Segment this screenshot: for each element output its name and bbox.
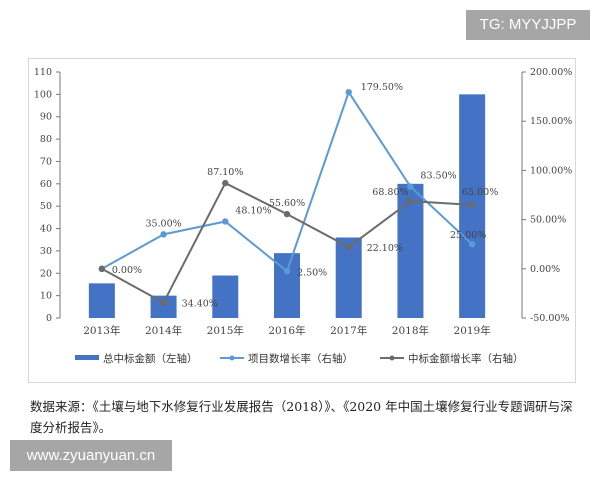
data-label: 25.00%	[450, 230, 486, 241]
line-point	[345, 88, 352, 96]
x-axis-tick-label: 2019年	[454, 324, 491, 337]
x-axis-tick-label: 2013年	[83, 324, 120, 337]
data-label: 22.10%	[367, 243, 403, 254]
left-axis-tick-label: 40	[40, 224, 52, 235]
legend-marker	[389, 355, 395, 361]
line-point	[160, 231, 167, 238]
bar-2017年	[335, 237, 362, 318]
left-axis-tick-label: 100	[34, 89, 52, 100]
data-label: 35.00%	[145, 218, 181, 229]
right-axis-tick-label: 50.00%	[530, 215, 566, 226]
x-axis-tick-label: 2016年	[268, 324, 305, 337]
right-axis-tick-label: 0.00%	[530, 264, 560, 275]
x-axis-tick-label: 2018年	[392, 324, 429, 337]
line-point	[283, 210, 291, 218]
data-label: 0.00%	[112, 265, 142, 276]
right-axis-tick-label: -50.00%	[530, 313, 569, 324]
line-point	[468, 201, 476, 209]
line-point	[222, 218, 229, 225]
left-axis-tick-label: 20	[40, 268, 52, 279]
left-axis-tick-label: 110	[34, 67, 52, 78]
data-label: 2.50%	[297, 267, 327, 278]
left-axis-tick-label: 70	[40, 156, 52, 167]
legend-swatch	[75, 355, 99, 360]
legend-label: 中标金额增长率（右轴）	[408, 352, 524, 365]
line-point	[407, 197, 414, 205]
source-note: 数据来源：《土壤与地下水修复行业发展报告（2018）》、《2020 年中国土壤修…	[30, 399, 573, 435]
legend-marker	[229, 355, 235, 361]
right-axis-tick-label: 200.00%	[530, 67, 572, 78]
right-axis-tick-label: 100.00%	[530, 165, 572, 176]
data-label: 83.50%	[420, 171, 456, 182]
line-point	[98, 265, 106, 272]
legend-label: 项目数增长率（右轴）	[248, 352, 353, 365]
line-point	[283, 268, 291, 275]
watermark-bottom: www.zyuanyuan.cn	[10, 440, 172, 471]
bar-2015年	[212, 275, 239, 318]
data-label: 87.10%	[207, 167, 243, 178]
data-label: 48.10%	[235, 205, 271, 216]
right-axis-tick-label: 150.00%	[530, 116, 572, 127]
left-axis-tick-label: 80	[40, 134, 52, 145]
watermark-top: TG: MYYJJPP	[466, 10, 590, 40]
line-point	[468, 241, 476, 248]
left-axis-tick-label: 50	[40, 201, 52, 212]
left-axis-tick-label: 30	[40, 246, 52, 257]
data-label: 55.60%	[269, 198, 305, 209]
data-label: 34.40%	[182, 299, 218, 310]
bar-2018年	[397, 183, 424, 318]
bar-2013年	[88, 283, 115, 318]
data-label: 179.50%	[361, 82, 403, 93]
line-point	[222, 179, 229, 187]
x-axis-tick-label: 2015年	[207, 324, 244, 337]
left-axis-tick-label: 60	[40, 179, 52, 190]
bar-2014年	[150, 295, 177, 318]
line-point	[407, 183, 414, 190]
data-label: 65.00%	[462, 187, 498, 198]
combo-chart: 0 10 20 30 40 50 60 70 80 90 100 110 -50.00% 0.00% 50.…	[34, 67, 572, 365]
legend-label: 总中标金额（左轴）	[103, 352, 198, 365]
left-axis-tick-label: 0	[46, 313, 52, 324]
left-axis-tick-label: 10	[40, 291, 52, 302]
line-point	[345, 243, 352, 251]
data-label: 68.80%	[372, 187, 408, 198]
line-point	[160, 299, 167, 306]
x-axis-tick-label: 2017年	[330, 324, 367, 337]
chart-frame	[28, 58, 576, 383]
left-axis-tick-label: 90	[40, 112, 52, 123]
x-axis-tick-label: 2014年	[145, 324, 182, 337]
